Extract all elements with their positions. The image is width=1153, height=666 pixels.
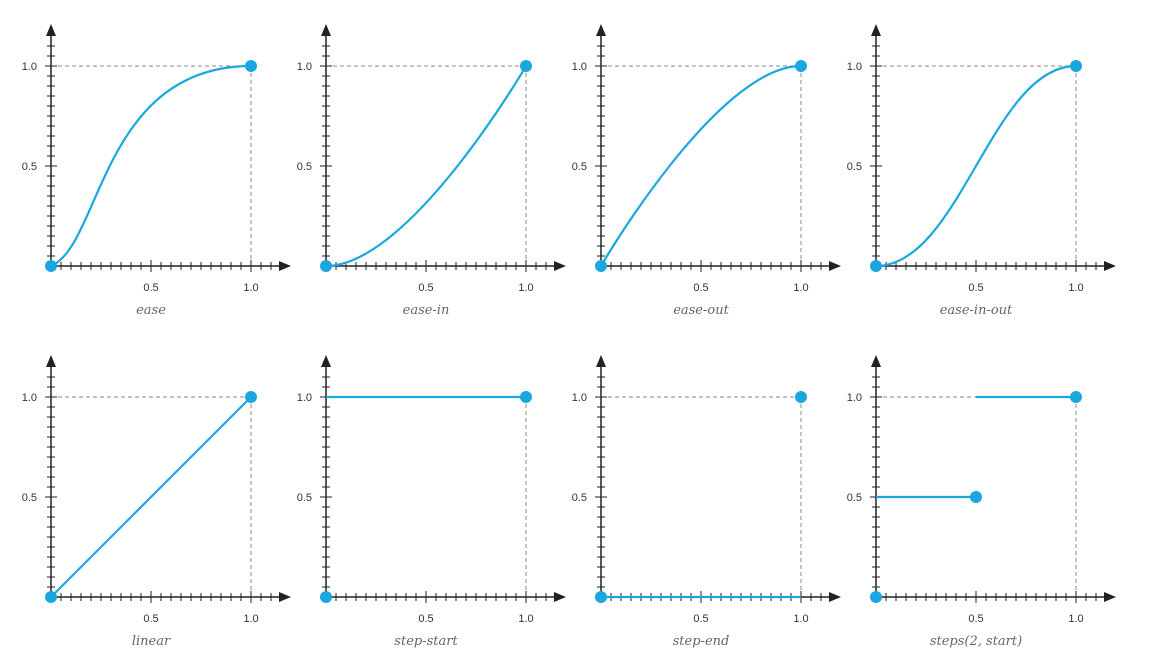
x-tick-label: 1.0 [1068, 613, 1083, 625]
x-tick-label: 1.0 [793, 282, 808, 294]
endpoint-marker [795, 60, 807, 72]
x-tick-label: 0.5 [693, 282, 708, 294]
x-axis-arrow [829, 592, 841, 602]
y-axis-arrow [46, 355, 56, 367]
y-tick-label: 0.5 [297, 161, 312, 173]
y-axis-arrow [596, 24, 606, 36]
y-tick-label: 0.5 [22, 161, 37, 173]
x-axis-arrow [1104, 261, 1116, 271]
y-tick-label: 1.0 [572, 392, 587, 404]
x-axis-arrow [1104, 592, 1116, 602]
x-axis-arrow [554, 261, 566, 271]
endpoint-marker [45, 591, 57, 603]
chart-caption: step-end [673, 634, 730, 649]
endpoint-marker [245, 60, 257, 72]
x-tick-label: 0.5 [143, 613, 158, 625]
timing-chart: 0.5 1.0 0.5 1.0 ease-in-out [847, 24, 1116, 318]
x-axis-arrow [279, 592, 291, 602]
endpoint-marker [1070, 60, 1082, 72]
y-axis-arrow [321, 24, 331, 36]
x-tick-label: 0.5 [143, 282, 158, 294]
y-tick-label: 0.5 [297, 492, 312, 504]
x-tick-label: 1.0 [518, 613, 533, 625]
x-tick-label: 0.5 [693, 613, 708, 625]
endpoint-marker [520, 60, 532, 72]
endpoint-marker [520, 391, 532, 403]
endpoint-marker [970, 491, 982, 503]
x-axis-arrow [554, 592, 566, 602]
x-tick-label: 1.0 [243, 282, 258, 294]
chart-caption: linear [132, 634, 171, 649]
timing-chart: 0.5 1.0 0.5 1.0 linear [22, 355, 291, 649]
y-tick-label: 0.5 [22, 492, 37, 504]
x-tick-label: 0.5 [418, 282, 433, 294]
endpoint-marker [595, 260, 607, 272]
y-tick-label: 0.5 [847, 161, 862, 173]
endpoint-marker [320, 591, 332, 603]
chart-caption: ease-in [403, 303, 450, 318]
chart-caption: ease [136, 303, 166, 318]
endpoint-marker [870, 591, 882, 603]
y-tick-label: 0.5 [572, 492, 587, 504]
y-axis-arrow [871, 355, 881, 367]
timing-chart: 0.5 1.0 0.5 1.0 ease [22, 24, 291, 318]
y-axis-arrow [871, 24, 881, 36]
x-tick-label: 1.0 [1068, 282, 1083, 294]
y-tick-label: 0.5 [847, 492, 862, 504]
x-tick-label: 0.5 [968, 613, 983, 625]
y-tick-label: 0.5 [572, 161, 587, 173]
y-tick-label: 1.0 [297, 392, 312, 404]
x-tick-label: 1.0 [518, 282, 533, 294]
endpoint-marker [45, 260, 57, 272]
x-axis-arrow [279, 261, 291, 271]
endpoint-marker [795, 391, 807, 403]
x-tick-label: 1.0 [243, 613, 258, 625]
y-axis-arrow [46, 24, 56, 36]
timing-chart: 0.5 1.0 0.5 1.0 steps(2, start) [847, 355, 1116, 649]
x-tick-label: 1.0 [793, 613, 808, 625]
timing-chart: 0.5 1.0 0.5 1.0 ease-out [572, 24, 841, 318]
timing-curve [875, 64, 1077, 268]
endpoint-marker [1070, 391, 1082, 403]
x-tick-label: 0.5 [968, 282, 983, 294]
x-tick-label: 0.5 [418, 613, 433, 625]
timing-chart: 0.5 1.0 0.5 1.0 ease-in [297, 24, 566, 318]
y-axis-arrow [321, 355, 331, 367]
y-tick-label: 1.0 [847, 61, 862, 73]
chart-caption: ease-in-out [940, 303, 1013, 318]
timing-curve [600, 64, 802, 267]
chart-caption: ease-out [673, 303, 729, 318]
timing-curve [50, 64, 252, 268]
endpoint-marker [245, 391, 257, 403]
y-tick-label: 1.0 [22, 392, 37, 404]
endpoint-marker [320, 260, 332, 272]
y-tick-label: 1.0 [22, 61, 37, 73]
timing-curve [325, 65, 527, 268]
y-axis-arrow [596, 355, 606, 367]
chart-caption: steps(2, start) [930, 634, 1022, 649]
endpoint-marker [870, 260, 882, 272]
y-tick-label: 1.0 [847, 392, 862, 404]
endpoint-marker [595, 591, 607, 603]
chart-caption: step-start [394, 634, 458, 649]
timing-chart: 0.5 1.0 0.5 1.0 step-end [572, 355, 841, 649]
y-tick-label: 1.0 [297, 61, 312, 73]
y-tick-label: 1.0 [572, 61, 587, 73]
x-axis-arrow [829, 261, 841, 271]
timing-curve [50, 396, 252, 598]
timing-chart: 0.5 1.0 0.5 1.0 step-start [297, 355, 566, 649]
